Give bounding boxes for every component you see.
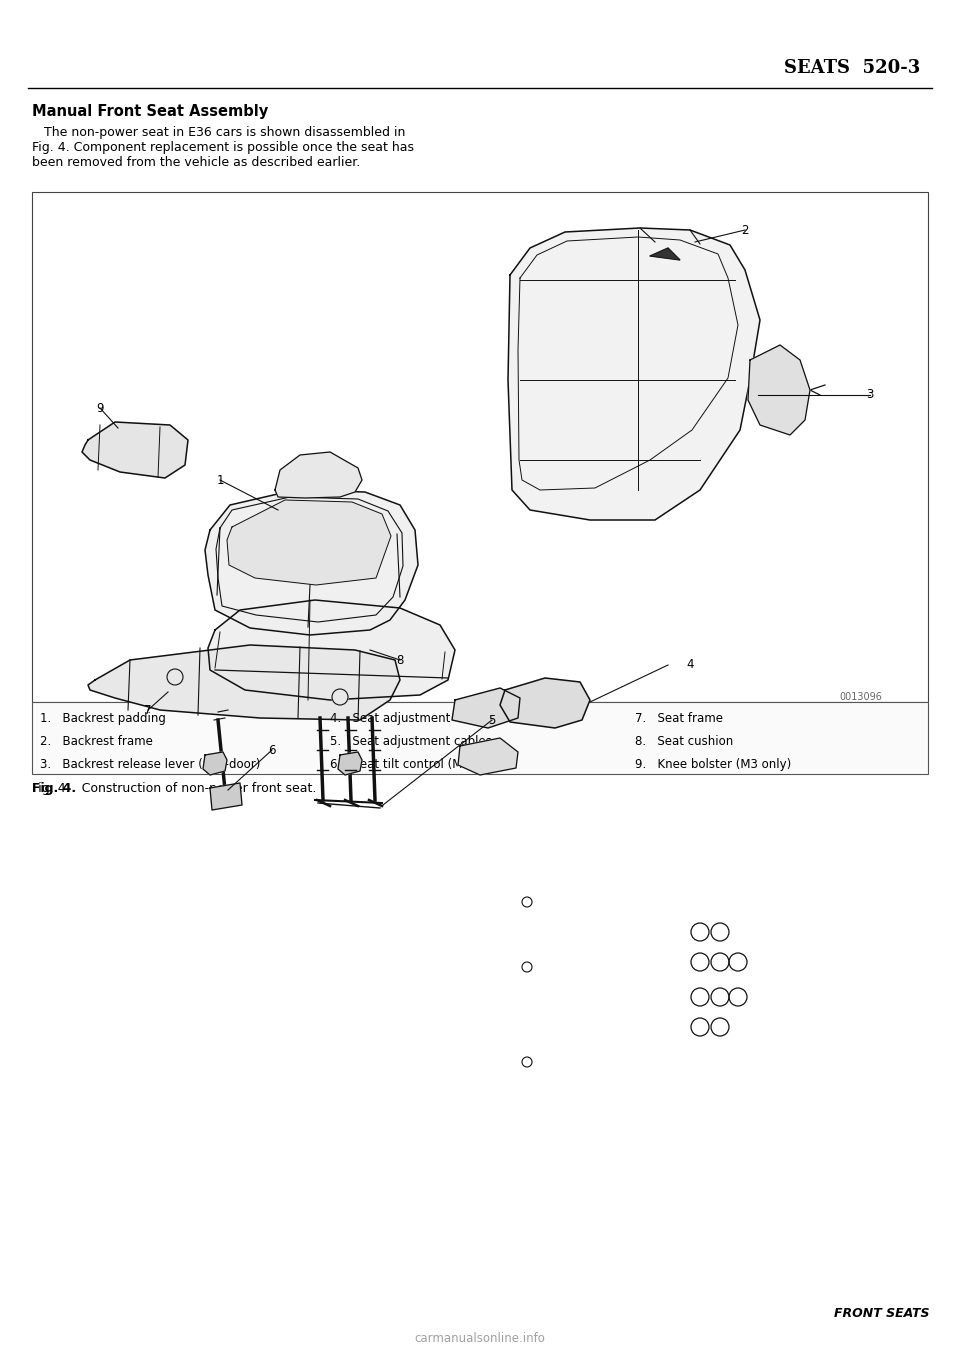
Polygon shape bbox=[203, 752, 227, 775]
Polygon shape bbox=[338, 752, 362, 775]
Polygon shape bbox=[88, 645, 400, 721]
Polygon shape bbox=[227, 499, 391, 585]
Circle shape bbox=[691, 1018, 709, 1035]
Polygon shape bbox=[210, 783, 242, 810]
Text: The non-power seat in E36 cars is shown disassembled in: The non-power seat in E36 cars is shown … bbox=[32, 126, 405, 138]
Text: 7: 7 bbox=[144, 703, 152, 716]
Text: 9.   Knee bolster (M3 only): 9. Knee bolster (M3 only) bbox=[635, 759, 791, 771]
Circle shape bbox=[691, 923, 709, 940]
Polygon shape bbox=[458, 738, 518, 775]
Text: 5.   Seat adjustment cables: 5. Seat adjustment cables bbox=[330, 735, 492, 748]
Text: 2.   Backrest frame: 2. Backrest frame bbox=[40, 735, 153, 748]
Bar bbox=[32, 191, 928, 702]
Circle shape bbox=[711, 1018, 729, 1035]
Circle shape bbox=[522, 1057, 532, 1067]
Text: Fig. 4.   Construction of non-power front seat.: Fig. 4. Construction of non-power front … bbox=[32, 782, 317, 795]
Circle shape bbox=[167, 669, 183, 685]
Circle shape bbox=[522, 962, 532, 972]
Text: Manual Front Seat Assembly: Manual Front Seat Assembly bbox=[32, 104, 268, 119]
Text: 2: 2 bbox=[741, 224, 749, 236]
Text: 0013096: 0013096 bbox=[839, 692, 882, 702]
Text: 3: 3 bbox=[866, 388, 874, 402]
Text: 6.   Seat tilt control (M3 only): 6. Seat tilt control (M3 only) bbox=[330, 759, 503, 771]
Circle shape bbox=[729, 988, 747, 1006]
Text: SEATS  520-3: SEATS 520-3 bbox=[783, 58, 920, 77]
Polygon shape bbox=[205, 490, 418, 635]
Bar bbox=[32, 702, 928, 773]
Text: 6: 6 bbox=[268, 744, 276, 756]
Text: Fig. 4. Component replacement is possible once the seat has: Fig. 4. Component replacement is possibl… bbox=[32, 141, 414, 153]
Text: 8: 8 bbox=[396, 654, 404, 666]
Circle shape bbox=[711, 923, 729, 940]
Text: 7.   Seat frame: 7. Seat frame bbox=[635, 712, 723, 725]
Text: 4.   Seat adjustment controls: 4. Seat adjustment controls bbox=[330, 712, 501, 725]
Text: FRONT SEATS: FRONT SEATS bbox=[834, 1307, 930, 1320]
Circle shape bbox=[691, 953, 709, 972]
Polygon shape bbox=[508, 228, 760, 520]
Text: Fig. 4.: Fig. 4. bbox=[32, 782, 76, 795]
Text: 1: 1 bbox=[216, 474, 224, 487]
Circle shape bbox=[522, 897, 532, 906]
Circle shape bbox=[729, 953, 747, 972]
Text: 9: 9 bbox=[96, 402, 104, 414]
Polygon shape bbox=[452, 688, 520, 727]
Circle shape bbox=[711, 988, 729, 1006]
Polygon shape bbox=[500, 678, 590, 727]
Text: 1.   Backrest padding: 1. Backrest padding bbox=[40, 712, 166, 725]
Polygon shape bbox=[208, 600, 455, 700]
Circle shape bbox=[332, 689, 348, 706]
Polygon shape bbox=[748, 345, 810, 436]
Circle shape bbox=[691, 988, 709, 1006]
Polygon shape bbox=[275, 452, 362, 498]
Text: carmanualsonline.info: carmanualsonline.info bbox=[415, 1333, 545, 1345]
Circle shape bbox=[711, 953, 729, 972]
Text: 5: 5 bbox=[489, 714, 495, 726]
Text: 3.   Backrest release lever (two-door): 3. Backrest release lever (two-door) bbox=[40, 759, 260, 771]
Polygon shape bbox=[82, 422, 188, 478]
Text: 4: 4 bbox=[686, 658, 694, 672]
Text: been removed from the vehicle as described earlier.: been removed from the vehicle as describ… bbox=[32, 156, 360, 170]
Polygon shape bbox=[650, 248, 680, 261]
Text: 8.   Seat cushion: 8. Seat cushion bbox=[635, 735, 733, 748]
